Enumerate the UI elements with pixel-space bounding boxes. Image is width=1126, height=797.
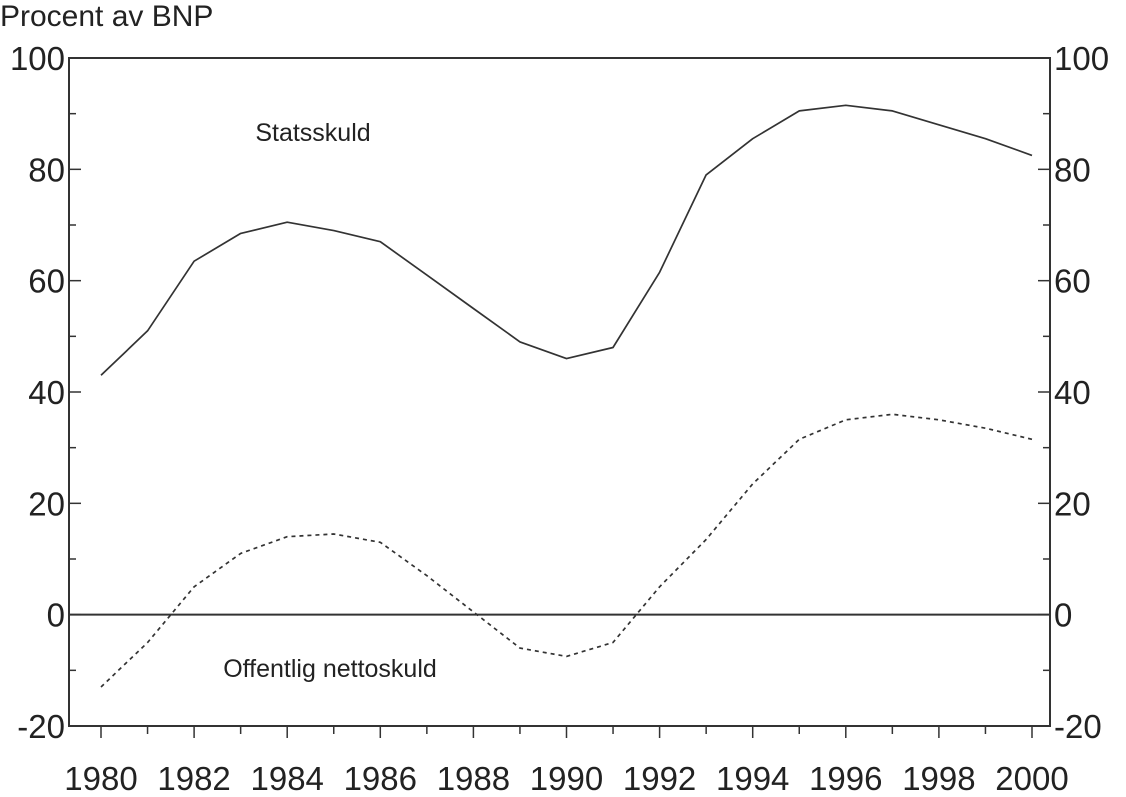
x-tick-label: 1990 <box>530 760 603 797</box>
x-tick-label: 1998 <box>902 760 975 797</box>
y-tick-label-right: 60 <box>1054 263 1091 300</box>
x-tick-label: 2000 <box>995 760 1068 797</box>
x-tick-label: 1980 <box>64 760 137 797</box>
y-tick-label-right: 80 <box>1054 151 1091 188</box>
x-tick-label: 1982 <box>157 760 230 797</box>
y-axis-label: Procent av BNP <box>0 0 213 33</box>
y-tick-label-right: 20 <box>1054 485 1091 522</box>
plot-area <box>68 57 1051 738</box>
statsskuld-line <box>100 104 1033 376</box>
label-group: -20 -20 0 0 20 20 40 40 60 60 80 80 100 100 1980 1982 19… <box>10 40 1109 797</box>
y-tick-label-left: 0 <box>47 597 65 634</box>
y-tick-label-left: 80 <box>28 151 65 188</box>
x-tick-label: 1986 <box>344 760 417 797</box>
plot-frame <box>68 57 1051 727</box>
x-tick-label: 1992 <box>623 760 696 797</box>
y-tick-label-right: -20 <box>1054 708 1102 745</box>
y-tick-label-left: -20 <box>17 708 65 745</box>
y-tick-label-right: 0 <box>1054 597 1072 634</box>
series-group <box>100 104 1033 688</box>
y-tick-label-left: 20 <box>28 485 65 522</box>
statsskuld-label: Statsskuld <box>255 119 370 147</box>
y-tick-label-right: 40 <box>1054 374 1091 411</box>
x-tick-label: 1996 <box>809 760 882 797</box>
offentlig-nettoskuld-label: Offentlig nettoskuld <box>223 655 437 683</box>
y-tick-label-left: 60 <box>28 263 65 300</box>
x-tick-label: 1988 <box>437 760 510 797</box>
y-tick-label-left: 40 <box>28 374 65 411</box>
y-tick-label-left: 100 <box>10 40 65 77</box>
offentlig-nettoskuld-line <box>100 413 1033 688</box>
x-tick-label: 1984 <box>250 760 323 797</box>
x-tick-label: 1994 <box>716 760 789 797</box>
y-tick-label-right: 100 <box>1054 40 1109 77</box>
